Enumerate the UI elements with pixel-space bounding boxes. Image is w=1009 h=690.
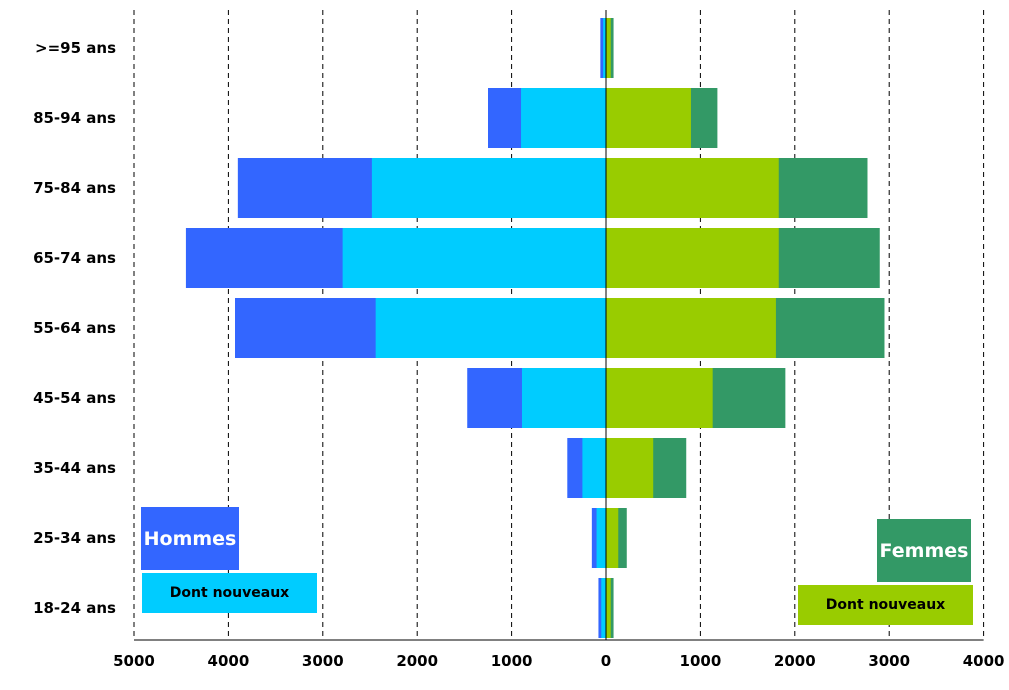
legend-femmes-nouveaux: Dont nouveaux [798, 585, 973, 625]
bar-hommes-nouveaux [582, 438, 606, 498]
bars [185, 18, 885, 638]
legend-femmes-nouveaux-label: Dont nouveaux [825, 597, 946, 613]
x-tick-label: 0 [601, 652, 611, 670]
category-label: >=95 ans [35, 39, 116, 57]
category-label: 75-84 ans [33, 179, 116, 197]
x-tick-label: 4000 [208, 652, 250, 670]
bar-hommes [600, 18, 606, 78]
x-tick-labels: 5000 4000 3000 2000 1000 0 1000 2000 3000 4000 [113, 652, 1004, 670]
category-label: 55-64 ans [33, 319, 116, 337]
x-axis [134, 10, 984, 641]
legend-hommes-nouveaux-label: Dont nouveaux [169, 585, 290, 601]
bar-hommes-nouveaux [603, 18, 606, 78]
x-tick-label: 1000 [491, 652, 533, 670]
category-label: 65-74 ans [33, 249, 116, 267]
bar-femmes-nouveaux [606, 18, 611, 78]
bar-femmes-nouveaux [606, 88, 691, 148]
category-label: 35-44 ans [33, 459, 116, 477]
category-label: 45-54 ans [33, 389, 116, 407]
x-tick-label: 3000 [868, 652, 910, 670]
bar-hommes-nouveaux [596, 508, 606, 568]
bar-femmes-nouveaux [606, 228, 779, 288]
bar-femmes-nouveaux [606, 508, 619, 568]
x-tick-label: 4000 [963, 652, 1005, 670]
legend-hommes-label: Hommes [143, 527, 237, 550]
legend-hommes: Hommes [141, 507, 239, 570]
x-tick-label: 2000 [774, 652, 816, 670]
category-labels: >=95 ans 85-94 ans 75-84 ans 65-74 ans 55-64… [33, 39, 116, 617]
legend-hommes-nouveaux: Dont nouveaux [142, 573, 317, 613]
bar-hommes-nouveaux [521, 88, 606, 148]
bar-femmes-nouveaux [606, 158, 779, 218]
x-tick-label: 5000 [113, 652, 155, 670]
bar-hommes-nouveaux [521, 368, 606, 428]
bar-hommes-nouveaux [371, 158, 606, 218]
x-tick-label: 3000 [302, 652, 344, 670]
category-label: 18-24 ans [33, 599, 116, 617]
bar-hommes-nouveaux [342, 228, 606, 288]
legend-femmes-label: Femmes [879, 539, 969, 562]
bar-femmes-nouveaux [606, 438, 654, 498]
legend-femmes: Femmes [877, 519, 971, 582]
bar-femmes-nouveaux [606, 368, 713, 428]
bar-hommes-nouveaux [375, 298, 606, 358]
category-label: 85-94 ans [33, 109, 116, 127]
bar-femmes-nouveaux [606, 298, 776, 358]
x-tick-label: 2000 [396, 652, 438, 670]
category-label: 25-34 ans [33, 529, 116, 547]
bar-hommes-nouveaux [601, 578, 606, 638]
bar-femmes-nouveaux [606, 578, 611, 638]
x-tick-label: 1000 [680, 652, 722, 670]
